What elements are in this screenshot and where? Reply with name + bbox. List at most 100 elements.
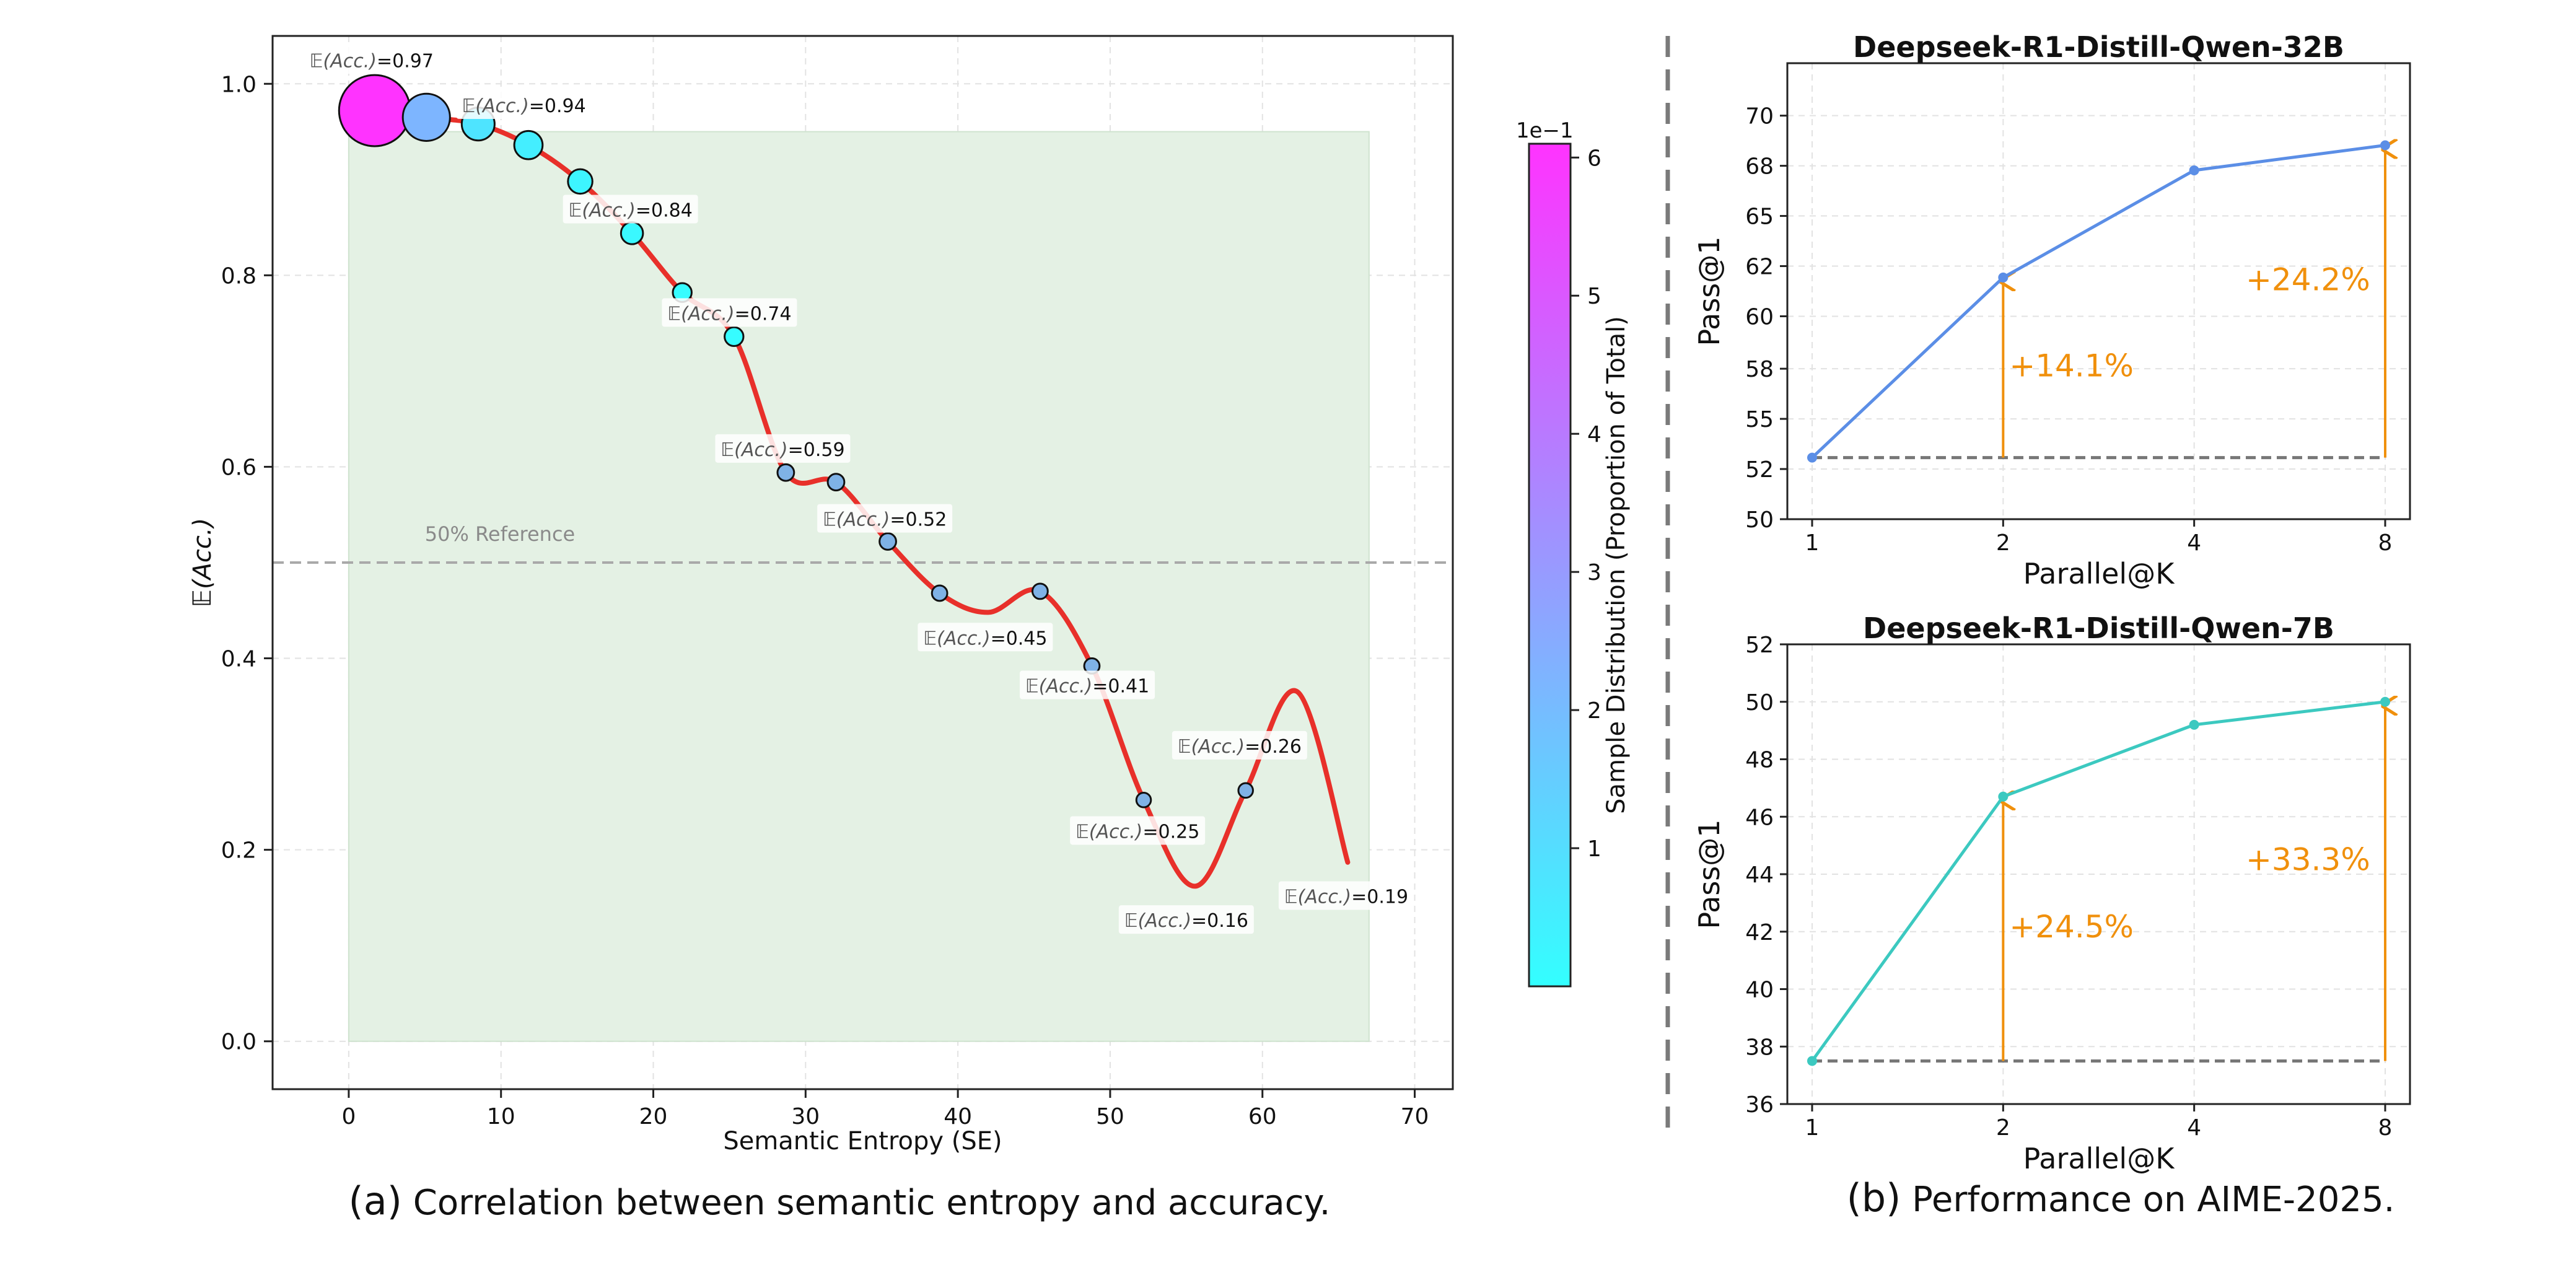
colorbar-tick-label: 5 (1587, 284, 1601, 309)
colorbar-exponent: 1e−1 (1516, 118, 1574, 143)
x-axis-label: Parallel@K (2023, 1142, 2176, 1175)
chart-frame (1786, 62, 2411, 520)
chart-title: Deepseek-R1-Distill-Qwen-32B (1853, 30, 2344, 64)
reference-label: 50% Reference (425, 522, 575, 546)
distribution-point (401, 92, 451, 142)
series-point (2380, 140, 2390, 151)
x-tick-label: 8 (2378, 530, 2393, 556)
series-point (2189, 719, 2199, 730)
annotation-value: =0.25 (1142, 821, 1199, 843)
accuracy-annotation: 𝔼(Acc.)=0.19 (1278, 881, 1414, 910)
annotation-box (1278, 881, 1414, 910)
annotation-box (304, 45, 439, 74)
annotation-box (715, 434, 851, 463)
annotation-label: 𝔼(Acc.)=0.97 (310, 50, 434, 72)
accuracy-annotation: 𝔼(Acc.)=0.16 (1118, 905, 1254, 934)
gain-label: +14.1% (2009, 348, 2134, 384)
distribution-point (1237, 782, 1254, 799)
annotation-value: =0.74 (735, 303, 792, 325)
annotation-label: 𝔼(Acc.)=0.26 (1178, 736, 1302, 758)
x-tick-label: 4 (2187, 1115, 2201, 1141)
accuracy-annotation: 𝔼(Acc.)=0.74 (662, 298, 797, 327)
panel-a-chart: 50% Reference 𝔼(Acc.)=0.97𝔼(Acc.)=0.94𝔼(… (188, 35, 1454, 1155)
accuracy-annotations: 𝔼(Acc.)=0.97𝔼(Acc.)=0.94𝔼(Acc.)=0.84𝔼(Ac… (304, 45, 1414, 934)
colorbar-tick-label: 6 (1587, 146, 1601, 171)
colorbar-ticks: 1 2 3 4 5 6 (1571, 146, 1601, 862)
annotation-box (563, 195, 698, 224)
accuracy-annotation: 𝔼(Acc.)=0.84 (563, 195, 698, 224)
annotation-prefix: 𝔼(Acc.) (1178, 736, 1245, 758)
series-point (2380, 696, 2390, 707)
distribution-point (826, 473, 846, 492)
x-tick-label: 2 (1996, 530, 2010, 556)
y-tick-label: 0.2 (221, 838, 256, 864)
annotation-label: 𝔼(Acc.)=0.94 (462, 95, 585, 117)
annotation-prefix: 𝔼(Acc.) (462, 95, 528, 117)
panel-a-x-label: Semantic Entropy (SE) (723, 1127, 1002, 1155)
distribution-point (567, 168, 594, 195)
annotation-value: =0.41 (1092, 676, 1149, 698)
colorbar: 1 2 3 4 5 6 1e−1 Sample Distribution (Proport… (1516, 118, 1631, 988)
annotation-label: 𝔼(Acc.)=0.59 (721, 439, 844, 461)
annotation-box (456, 90, 592, 119)
series-point (1807, 1056, 1817, 1066)
gain-label: +33.3% (2246, 842, 2370, 878)
annotation-prefix: 𝔼(Acc.) (923, 628, 990, 649)
annotation-box (1118, 905, 1254, 934)
annotation-box (662, 298, 797, 327)
annotation-value: =0.97 (377, 50, 434, 72)
x-tick-label: 2 (1996, 1115, 2010, 1141)
y-tick-label: 0.4 (221, 647, 256, 672)
y-tick-label: 65 (1745, 204, 1774, 230)
annotation-label: 𝔼(Acc.)=0.84 (569, 199, 693, 221)
accuracy-annotation: 𝔼(Acc.)=0.52 (817, 504, 953, 533)
panel-a-frame (271, 35, 1454, 1090)
caption-a: (a) Correlation between semantic entropy… (349, 1178, 1331, 1224)
accuracy-annotation: 𝔼(Acc.)=0.45 (918, 623, 1053, 652)
panel-a-ticks: 0 10 20 30 40 50 60 70 0.0 0.2 0.4 0.6 0.8 1.0 (221, 72, 1429, 1129)
panel-a-y-label: 𝔼(Acc.) (188, 518, 217, 607)
y-tick-label: 46 (1745, 805, 1774, 830)
accuracy-annotation: 𝔼(Acc.)=0.26 (1172, 730, 1307, 760)
annotation-prefix: 𝔼(Acc.) (310, 50, 377, 72)
y-tick-label: 36 (1745, 1092, 1774, 1118)
x-tick-label: 40 (944, 1104, 972, 1129)
distribution-point (513, 129, 544, 160)
x-tick-label: 4 (2187, 530, 2201, 556)
annotation-prefix: 𝔼(Acc.) (1076, 821, 1142, 843)
annotation-prefix: 𝔼(Acc.) (1124, 910, 1191, 932)
series-point (1807, 452, 1817, 463)
colorbar-tick-label: 3 (1587, 560, 1601, 585)
caption-a-label: (a) (349, 1178, 402, 1224)
caption-a-text: Correlation between semantic entropy and… (413, 1183, 1331, 1223)
y-axis-label: Pass@1 (1693, 236, 1726, 346)
shaded-region (348, 131, 1370, 1042)
y-tick-label: 60 (1745, 304, 1774, 330)
gain-label: +24.5% (2009, 909, 2134, 945)
accuracy-annotation: 𝔼(Acc.)=0.59 (715, 434, 851, 463)
chart-title: Deepseek-R1-Distill-Qwen-7B (1863, 612, 2334, 645)
colorbar-tick-label: 4 (1587, 422, 1601, 447)
panel-b-top-chart: 1 2 4 8505255586062656870+14.1%+24.2%Deepse… (1693, 30, 2411, 590)
annotation-prefix: 𝔼(Acc.) (569, 199, 636, 221)
accuracy-annotation: 𝔼(Acc.)=0.41 (1020, 670, 1155, 699)
caption-b-label: (b) (1847, 1175, 1901, 1221)
distribution-point (931, 584, 948, 602)
annotation-label: 𝔼(Acc.)=0.52 (823, 509, 947, 531)
y-tick-label: 70 (1745, 104, 1774, 129)
annotation-value: =0.19 (1351, 887, 1408, 908)
accuracy-annotation: 𝔼(Acc.)=0.94 (456, 90, 592, 119)
annotation-prefix: 𝔼(Acc.) (823, 509, 890, 531)
colorbar-tick-label: 1 (1587, 836, 1601, 862)
y-tick-label: 0.8 (221, 263, 256, 289)
accuracy-annotation: 𝔼(Acc.)=0.25 (1070, 816, 1206, 845)
distribution-point (878, 532, 897, 551)
caption-b-text: Performance on AIME-2025. (1912, 1180, 2394, 1220)
x-tick-label: 0 (341, 1104, 356, 1129)
y-tick-label: 62 (1745, 255, 1774, 280)
x-tick-label: 10 (487, 1104, 515, 1129)
x-tick-label: 8 (2378, 1115, 2393, 1141)
annotation-box (918, 623, 1053, 652)
annotation-label: 𝔼(Acc.)=0.25 (1076, 821, 1199, 843)
